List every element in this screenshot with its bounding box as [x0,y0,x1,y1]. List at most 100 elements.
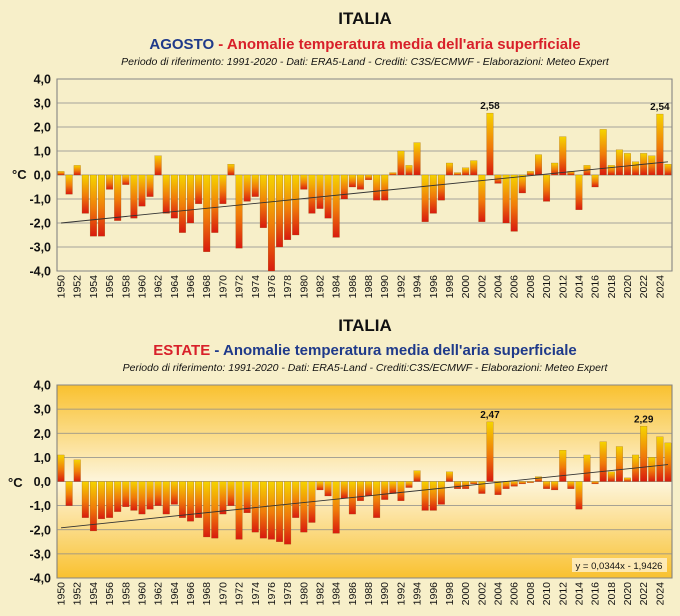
x-tick-label: 2010 [541,275,553,299]
bar-1974 [251,174,259,197]
bar-1978 [284,481,292,545]
y-tick-label: -4,0 [29,265,51,279]
bar-2019 [615,446,623,482]
x-tick-label: 2008 [525,275,537,299]
bar-1953 [81,174,89,214]
chart1-subtitle: AGOSTO - Anomalie temperatura media dell… [149,36,580,53]
x-tick-label: 1990 [379,582,391,606]
bar-1998 [446,471,453,482]
bar-1963 [162,174,170,214]
bar-2023 [648,155,656,176]
y-tick-label: 0,0 [34,169,51,183]
x-tick-label: 2004 [493,582,505,606]
trend-line [60,464,669,529]
bar-1958 [122,481,130,507]
bar-1989 [373,174,381,201]
bar-1973 [243,174,251,202]
x-tick-label: 1976 [266,582,278,606]
x-tick-label: 1980 [298,582,310,606]
chart2-title: ITALIA [338,316,392,335]
bar-1978 [284,174,292,240]
x-tick-label: 1984 [331,275,343,299]
bar-1959 [130,174,138,219]
bar-2000 [462,167,470,176]
bar-1985 [340,481,348,499]
bar-1976 [267,481,275,540]
chart2-x-axis: 1950 1952 1954 1956 1958 1960 1962 1964 1966 1968… [56,582,667,606]
x-tick-label: 2022 [638,275,650,299]
y-tick-label: -2,0 [29,217,51,231]
bar-2010 [543,174,551,202]
y-tick-label: 1,0 [34,145,51,159]
bar-1960 [138,481,146,515]
bar-1995 [421,481,429,511]
x-tick-label: 2014 [573,275,585,299]
bar-1967 [195,481,203,518]
x-tick-label: 2008 [525,582,537,606]
x-tick-label: 2004 [493,275,505,299]
chart2-bars [57,421,672,545]
bar-1988 [365,174,372,180]
y-tick-label: 3,0 [34,97,51,111]
x-tick-label: 1952 [72,275,84,299]
bar-1950 [57,454,65,482]
x-tick-label: 1964 [169,582,181,606]
chart1-subtitle-month: AGOSTO [149,36,214,53]
bar-1986 [348,174,356,188]
bar-1985 [340,174,348,200]
bar-1983 [324,481,332,497]
bar-1966 [187,174,194,224]
bar-2008 [526,171,534,176]
bar-2008 [526,481,534,483]
bar-1974 [251,481,259,533]
data-label-2003: 2,47 [480,410,500,421]
data-label-2022: 2,29 [634,414,654,425]
chart2-equation-box [572,558,667,572]
chart2-y-axis: 4,0 3,0 2,0 1,0 0,0 -1,0 -2,0 -3,0 -4,0 [29,379,51,586]
x-tick-label: 1956 [104,275,116,299]
x-tick-label: 1978 [282,582,294,606]
bar-2004 [494,481,502,495]
bar-1957 [114,174,122,221]
bar-1988 [365,481,372,497]
x-tick-label: 1994 [412,582,424,606]
x-tick-label: 1970 [217,275,229,299]
x-tick-label: 1966 [185,582,197,606]
y-tick-label: 2,0 [34,427,51,441]
y-tick-label: 1,0 [34,451,51,465]
bar-1997 [437,174,445,201]
bar-1992 [397,481,405,501]
x-tick-label: 2014 [573,582,585,606]
bar-2024 [656,113,664,176]
bar-1971 [227,481,235,506]
bar-1993 [405,481,413,488]
chart1-credits: Periodo di riferimento: 1991-2020 - Dati… [121,56,610,68]
chart2-credits: Periodo di riferimento: 1991-2020 - Dati… [123,362,609,374]
x-tick-label: 1978 [282,275,294,299]
bar-1979 [292,174,300,236]
chart1-trend [61,161,668,224]
bar-1989 [373,481,381,518]
chart2-trend-equation: y = 0,0344x - 1,9426 [576,561,663,572]
bar-2017 [599,441,607,482]
bar-2006 [510,174,518,232]
bar-1981 [308,174,316,214]
bar-1997 [437,481,445,505]
bar-1996 [429,174,437,214]
bar-2016 [591,174,599,188]
bar-2014 [575,174,583,210]
bar-1967 [195,174,203,204]
x-tick-label: 1954 [88,582,100,606]
chart1-data-labels: 2,58 2,54 [480,101,670,113]
bar-1999 [454,172,462,176]
y-tick-label: -2,0 [29,523,51,537]
bar-1961 [146,174,154,197]
bar-1991 [389,172,397,176]
x-tick-label: 1976 [266,275,278,299]
bar-1977 [276,174,283,248]
chart1-y-label: °C [12,167,27,182]
bar-1952 [73,165,81,176]
x-tick-label: 1974 [250,582,262,606]
bar-1982 [316,481,324,491]
bar-1972 [235,481,243,540]
